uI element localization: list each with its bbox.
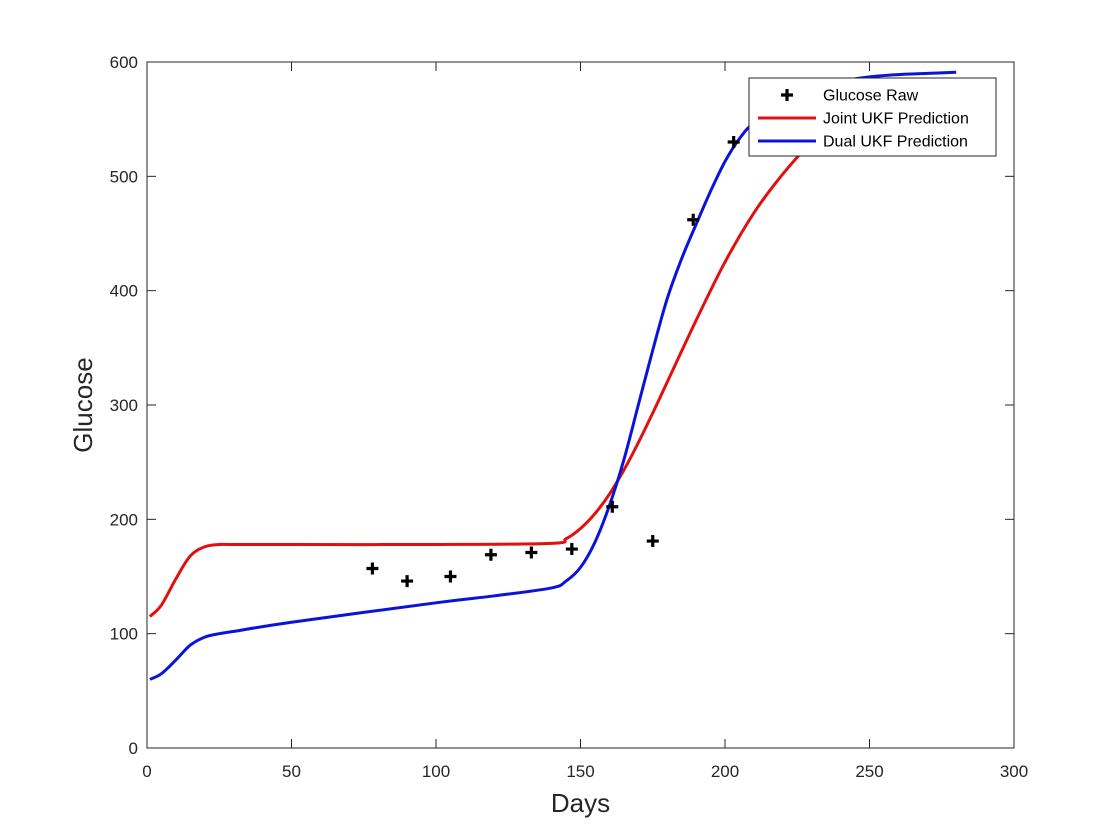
- legend-marker-glucose-raw: [781, 89, 793, 101]
- axes-frame: [146, 61, 1015, 749]
- series-line-joint-ukf-prediction: [148, 77, 957, 618]
- x-tick-label: 150: [566, 762, 594, 781]
- plot-area: [148, 70, 957, 681]
- data-point-glucose-raw: [727, 136, 740, 149]
- x-tick-label: 300: [1000, 762, 1028, 781]
- y-tick-label: 100: [110, 625, 138, 644]
- data-point-glucose-raw: [401, 575, 414, 588]
- legend-label: Joint UKF Prediction: [823, 111, 969, 128]
- x-tick-label: 200: [711, 762, 739, 781]
- data-point-glucose-raw: [366, 562, 379, 575]
- legend-label: Glucose Raw: [823, 88, 919, 105]
- y-tick-label: 500: [110, 167, 138, 186]
- axes: 0 50 100 150 200 250 300 0 100 200 300 400 500 600: [110, 53, 1029, 781]
- y-axis-label: Glucose: [68, 357, 98, 452]
- y-tick-label: 400: [110, 282, 138, 301]
- series-line-dual-ukf-prediction: [149, 70, 957, 681]
- legend-label: Dual UKF Prediction: [823, 134, 968, 151]
- y-tick-label: 300: [110, 396, 138, 415]
- x-axis-label: Days: [551, 788, 610, 818]
- y-tick-label: 600: [110, 53, 138, 72]
- data-point-glucose-raw: [606, 500, 619, 513]
- legend: Glucose Raw Joint UKF Prediction Dual UKF …: [748, 77, 997, 157]
- data-point-glucose-raw: [484, 548, 497, 561]
- x-tick-label: 50: [282, 762, 301, 781]
- data-point-glucose-raw: [687, 213, 700, 226]
- data-point-glucose-raw: [565, 543, 578, 556]
- data-point-glucose-raw: [525, 546, 538, 559]
- y-tick-label: 0: [129, 739, 138, 758]
- y-tick-label: 200: [110, 510, 138, 529]
- data-point-glucose-raw: [444, 570, 457, 583]
- x-tick-label: 0: [142, 762, 151, 781]
- data-point-glucose-raw: [646, 535, 659, 548]
- x-tick-label: 100: [422, 762, 450, 781]
- x-tick-label: 250: [855, 762, 883, 781]
